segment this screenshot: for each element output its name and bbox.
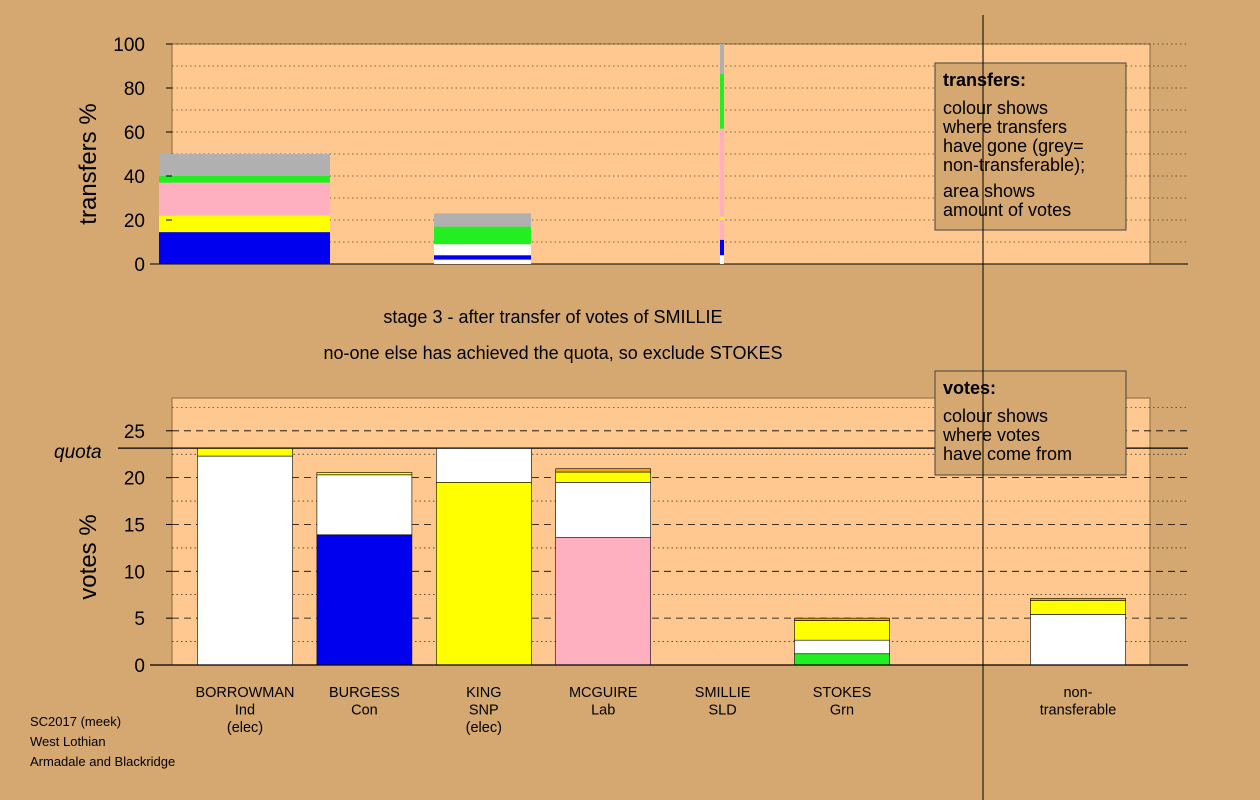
transfers-y-tick-label: 40 bbox=[124, 167, 145, 188]
votes-legend-line: colour shows bbox=[943, 406, 1048, 426]
transfer-segment-borrowman bbox=[434, 259, 531, 264]
vote-segment-borrowman bbox=[1030, 614, 1126, 666]
vote-segment-king bbox=[555, 471, 652, 483]
category-label-burgess: BURGESS bbox=[329, 685, 400, 701]
vote-segment-smillie bbox=[555, 468, 652, 473]
category-label-borrowman: (elec) bbox=[227, 720, 263, 736]
vote-segment-stokes bbox=[794, 653, 890, 666]
transfer-segment-nontransferable bbox=[159, 154, 330, 176]
category-label-stokes: Grn bbox=[830, 703, 854, 719]
category-label-king: KING bbox=[466, 685, 501, 701]
category-label-king: (elec) bbox=[466, 720, 502, 736]
category-label-smillie: SMILLIE bbox=[695, 685, 751, 701]
transfers-legend-line: amount of votes bbox=[943, 200, 1071, 220]
vote-segment-borrowman bbox=[316, 474, 413, 536]
transfers-legend-box bbox=[934, 62, 1127, 231]
category-label-non-transferable: non- bbox=[1063, 685, 1092, 701]
transfer-segment-mcguire bbox=[159, 182, 330, 216]
transfers-legend-line: non-transferable); bbox=[943, 155, 1085, 175]
transfer-segment-king bbox=[720, 216, 724, 220]
category-label-king: SNP bbox=[469, 703, 499, 719]
vote-segment-king bbox=[435, 482, 532, 666]
vote-segment-burgess bbox=[316, 534, 413, 666]
transfer-segment-stokes bbox=[159, 176, 330, 183]
footer-line: West Lothian bbox=[30, 734, 106, 749]
vote-segment-borrowman bbox=[555, 482, 652, 538]
vote-segment-king bbox=[1030, 600, 1126, 615]
transfers-legend-title: transfers: bbox=[943, 70, 1026, 90]
transfer-segment-nontransferable bbox=[434, 213, 531, 227]
category-label-borrowman: BORROWMAN bbox=[195, 685, 294, 701]
category-label-smillie: SLD bbox=[708, 703, 736, 719]
transfer-segment-mcguire bbox=[720, 128, 724, 217]
footer-line: SC2017 (meek) bbox=[30, 714, 122, 729]
transfer-segment-borrowman bbox=[720, 255, 724, 264]
category-label-stokes: STOKES bbox=[813, 685, 872, 701]
votes-y-axis-label: votes % bbox=[75, 514, 102, 599]
transfer-segment-burgess bbox=[434, 255, 531, 260]
transfer-segment-nontransferable bbox=[720, 44, 724, 74]
votes-y-tick-label: 15 bbox=[124, 515, 145, 536]
category-label-mcguire: Lab bbox=[591, 703, 615, 719]
transfers-legend-line: where transfers bbox=[942, 117, 1067, 137]
transfer-segment-stokes bbox=[720, 73, 724, 129]
transfer-segment-burgess bbox=[720, 239, 724, 256]
category-label-burgess: Con bbox=[351, 703, 378, 719]
vote-segment-smillie bbox=[1030, 598, 1126, 601]
transfers-y-axis-label: transfers % bbox=[75, 103, 102, 224]
votes-y-tick-label: 0 bbox=[134, 656, 145, 677]
votes-y-tick-label: 10 bbox=[124, 562, 145, 583]
footer-notes: SC2017 (meek) West Lothian Armadale and … bbox=[30, 712, 175, 772]
vote-segment-mcguire bbox=[555, 537, 652, 666]
result-heading: no-one else has achieved the quota, so e… bbox=[324, 343, 783, 363]
votes-y-tick-label: 25 bbox=[124, 422, 145, 443]
category-label-mcguire: MCGUIRE bbox=[569, 685, 638, 701]
quota-label: quota bbox=[54, 442, 102, 463]
transfers-panel: 0 20 40 60 80 100 transfers % transfers: colour … bbox=[75, 35, 1188, 276]
transfer-segment-mcguire bbox=[720, 220, 724, 240]
transfers-y-tick-label: 0 bbox=[134, 255, 145, 276]
transfer-segment-burgess bbox=[159, 232, 330, 264]
transfer-segment-stokes bbox=[434, 226, 531, 245]
votes-y-tick-label: 20 bbox=[124, 469, 145, 490]
category-label-borrowman: Ind bbox=[235, 703, 255, 719]
transfer-segment-king bbox=[159, 215, 330, 233]
vote-segment-smillie bbox=[794, 617, 890, 621]
category-label-non-transferable: transferable bbox=[1040, 703, 1117, 719]
transfers-y-tick-label: 20 bbox=[124, 211, 145, 232]
votes-legend-title: votes: bbox=[943, 378, 996, 398]
transfers-y-tick-label: 80 bbox=[124, 79, 145, 100]
transfers-legend-line: area shows bbox=[943, 181, 1035, 201]
votes-legend-box bbox=[934, 370, 1127, 476]
vote-segment-king bbox=[197, 447, 293, 457]
transfers-legend-line: have gone (grey= bbox=[943, 136, 1084, 156]
stage-heading: stage 3 - after transfer of votes of SMI… bbox=[383, 307, 722, 327]
transfers-y-tick-label: 100 bbox=[113, 35, 145, 56]
votes-legend-line: have come from bbox=[943, 444, 1072, 464]
vote-segment-borrowman bbox=[435, 447, 532, 483]
vote-segment-borrowman bbox=[794, 639, 890, 655]
transfer-segment-borrowman bbox=[434, 244, 531, 256]
vote-segment-king bbox=[794, 620, 890, 641]
vote-segment-borrowman bbox=[197, 455, 293, 666]
transfers-legend-line: colour shows bbox=[943, 98, 1048, 118]
transfers-y-tick-label: 60 bbox=[124, 123, 145, 144]
votes-y-tick-label: 5 bbox=[134, 609, 145, 630]
votes-legend-line: where votes bbox=[942, 425, 1040, 445]
vote-segment-king bbox=[316, 472, 413, 476]
footer-line: Armadale and Blackridge bbox=[30, 754, 176, 769]
